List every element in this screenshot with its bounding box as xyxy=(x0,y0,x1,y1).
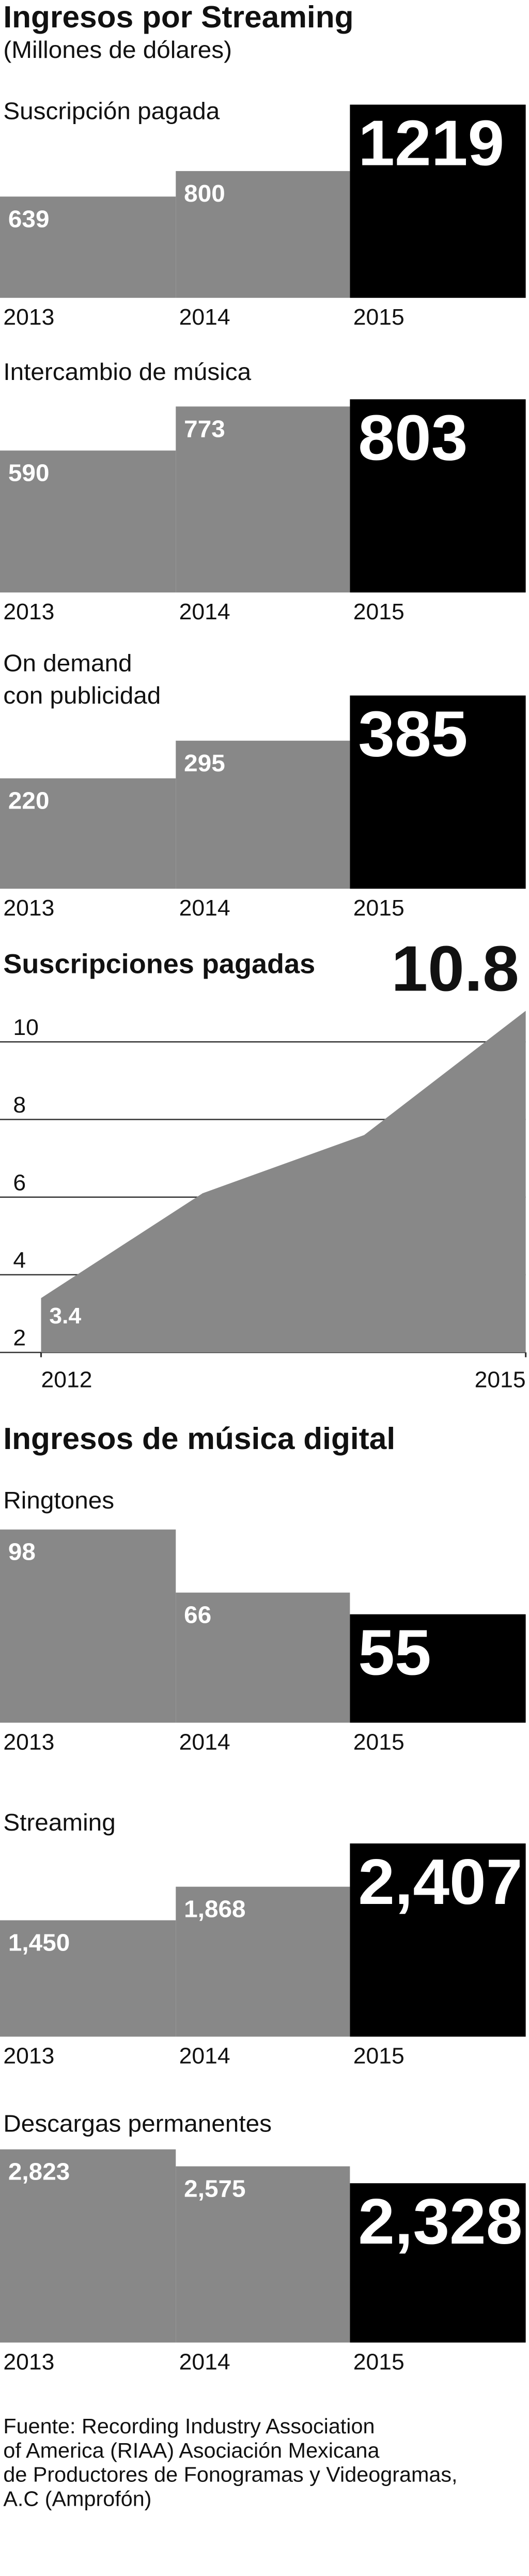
x-tick-label: 2015 xyxy=(353,1730,404,1755)
value-label: 590 xyxy=(8,460,50,486)
value-label: 639 xyxy=(8,206,50,233)
value-label: 800 xyxy=(184,180,225,207)
value-label: 1,450 xyxy=(8,1929,70,1956)
y-tick-label: 8 xyxy=(13,1093,26,1118)
panel-title: Descargas permanentes xyxy=(3,2110,272,2137)
x-tick-label: 2013 xyxy=(3,1730,54,1755)
x-tick-label: 2013 xyxy=(3,2350,54,2374)
source-note: Fuente: Recording Industry Association xyxy=(3,2415,375,2438)
bar xyxy=(350,104,526,298)
value-label: 98 xyxy=(8,1538,36,1565)
bar xyxy=(350,399,526,593)
x-tick-label: 2015 xyxy=(353,2350,404,2374)
bar xyxy=(0,2149,176,2343)
area xyxy=(41,1011,526,1353)
panel-title: Suscripción pagada xyxy=(3,98,220,125)
y-tick-label: 10 xyxy=(13,1015,39,1040)
bar xyxy=(176,1592,350,1723)
bar xyxy=(176,171,350,298)
section-subtitle: (Millones de dólares) xyxy=(3,36,232,63)
bar xyxy=(350,1614,526,1723)
section-title: Ingresos de música digital xyxy=(3,1422,395,1456)
value-label: 55 xyxy=(358,1617,431,1689)
bar xyxy=(350,2183,526,2343)
bar xyxy=(176,1886,350,2037)
bar xyxy=(0,1920,176,2037)
bar xyxy=(176,2166,350,2343)
bar xyxy=(350,1843,526,2037)
bar xyxy=(0,778,176,889)
x-tick-label: 2014 xyxy=(179,1730,230,1755)
value-label: 66 xyxy=(184,1602,211,1628)
x-tick-label: 2015 xyxy=(475,1367,526,1392)
x-tick-label: 2014 xyxy=(179,2350,230,2374)
panel-title: Intercambio de música xyxy=(3,358,252,385)
x-tick-label: 2015 xyxy=(353,305,404,330)
x-tick-label: 2012 xyxy=(41,1367,92,1392)
value-label: 1,868 xyxy=(184,1896,245,1923)
bar xyxy=(0,196,176,298)
value-label: 2,407 xyxy=(358,1846,522,1918)
x-tick-label: 2015 xyxy=(353,600,404,624)
value-label: 1219 xyxy=(358,107,504,179)
bar xyxy=(176,406,350,593)
x-tick-label: 2014 xyxy=(179,600,230,624)
x-tick-label: 2013 xyxy=(3,896,54,921)
value-label: 385 xyxy=(358,698,468,770)
y-tick-label: 4 xyxy=(13,1248,26,1273)
source-note: A.C (Amprofón) xyxy=(3,2487,151,2511)
y-tick-label: 2 xyxy=(13,1325,26,1350)
panel-title: con publicidad xyxy=(3,682,161,709)
bar xyxy=(350,695,526,889)
x-tick-label: 2014 xyxy=(179,305,230,330)
value-label: 2,328 xyxy=(358,2185,522,2258)
panel-title: Streaming xyxy=(3,1809,115,1836)
panel-title: Ringtones xyxy=(3,1487,114,1514)
x-tick-label: 2013 xyxy=(3,305,54,330)
x-tick-label: 2015 xyxy=(353,896,404,921)
bar xyxy=(176,740,350,889)
value-label: 2,575 xyxy=(184,2175,245,2202)
value-label: 3.4 xyxy=(49,1303,81,1328)
x-tick-label: 2014 xyxy=(179,2044,230,2068)
y-tick-label: 6 xyxy=(13,1170,26,1195)
value-label: 295 xyxy=(184,750,225,776)
panel-title: On demand xyxy=(3,650,132,677)
section-title: Ingresos por Streaming xyxy=(3,0,353,34)
x-tick-label: 2014 xyxy=(179,896,230,921)
value-label: 803 xyxy=(358,402,468,474)
value-label: 2,823 xyxy=(8,2158,70,2185)
x-tick-label: 2013 xyxy=(3,600,54,624)
source-note: of America (RIAA) Asociación Mexicana xyxy=(3,2438,379,2462)
chart-title: Suscripciones pagadas xyxy=(3,949,315,979)
x-tick-label: 2013 xyxy=(3,2044,54,2068)
value-label: 220 xyxy=(8,787,50,814)
value-label: 773 xyxy=(184,416,225,443)
x-tick-label: 2015 xyxy=(353,2044,404,2068)
source-note: de Productores de Fonogramas y Videogram… xyxy=(3,2463,457,2487)
value-label: 10.8 xyxy=(391,933,519,1005)
bar xyxy=(0,1529,176,1723)
bar xyxy=(0,450,176,593)
